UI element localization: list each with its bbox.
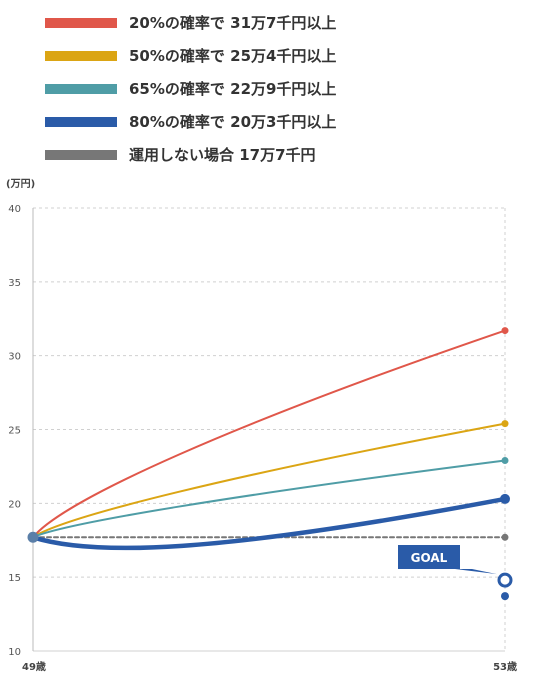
legend-label-20pct: 20%の確率で 31万7千円以上 [129, 14, 337, 32]
y-tick-label: 10 [8, 647, 21, 658]
legend-label-50pct: 50%の確率で 25万4千円以上 [129, 47, 337, 65]
y-tick-label: 20 [8, 499, 21, 510]
legend-swatch-50pct [45, 50, 117, 61]
goal-callout-pointer [455, 569, 497, 575]
legend-item-80pct: 80%の確率で 20万3千円以上 [45, 105, 336, 138]
series-end-point-2 [501, 457, 509, 465]
series-end-point-3 [500, 493, 510, 504]
y-tick-label: 15 [8, 573, 21, 584]
series-end-point-4 [501, 533, 509, 541]
y-tick-label: 35 [8, 278, 21, 289]
legend-label-80pct: 80%の確率で 20万3千円以上 [129, 113, 337, 131]
goal-pin-ring [497, 572, 513, 588]
series-line-2 [32, 459, 506, 539]
x-tick-label: 49歳 [22, 660, 46, 673]
series-line-3 [30, 496, 508, 551]
legend-swatch-80pct [45, 116, 117, 127]
x-axis-ticks: 49歳 53歳 [22, 660, 517, 673]
goal-marker: GOAL [398, 545, 513, 601]
series-line-0 [32, 329, 506, 539]
y-tick-label: 30 [8, 352, 21, 363]
series-line-1 [32, 422, 506, 539]
x-tick-label: 53歳 [493, 660, 517, 673]
start-point [27, 531, 39, 543]
goal-callout-box [398, 545, 460, 569]
legend-item-20pct: 20%の確率で 31万7千円以上 [45, 6, 336, 39]
goal-pin-dot [501, 592, 509, 601]
goal-label: GOAL [411, 551, 448, 565]
series-end-point-1 [501, 420, 509, 428]
legend-label-65pct: 65%の確率で 22万9千円以上 [129, 80, 337, 98]
legend-item-65pct: 65%の確率で 22万9千円以上 [45, 72, 336, 105]
grid [32, 207, 506, 652]
legend-swatch-20pct [45, 17, 117, 28]
legend-swatch-65pct [45, 83, 117, 94]
legend-item-50pct: 50%の確率で 25万4千円以上 [45, 39, 336, 72]
y-tick-label: 25 [8, 426, 21, 437]
legend-item-no-investment: 運用しない場合 17万7千円 [45, 138, 336, 171]
legend-swatch-no-investment [45, 149, 117, 160]
series-end-point-0 [501, 327, 509, 335]
y-axis-ticks: 10 15 20 25 30 35 40 [8, 204, 21, 658]
y-tick-label: 40 [8, 204, 21, 215]
legend-label-no-investment: 運用しない場合 17万7千円 [129, 146, 316, 164]
chart-legend: 20%の確率で 31万7千円以上 50%の確率で 25万4千円以上 65%の確率… [45, 6, 336, 171]
y-axis-unit-label: (万円) [6, 178, 35, 190]
series-lines [27, 327, 510, 551]
